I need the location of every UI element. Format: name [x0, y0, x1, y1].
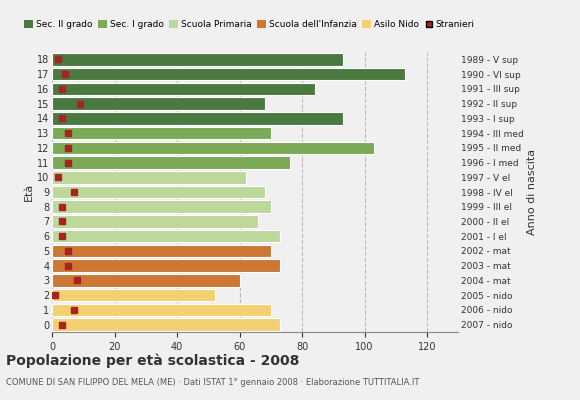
Bar — [52, 68, 405, 80]
Bar — [52, 200, 271, 213]
Bar — [52, 127, 271, 139]
Bar — [52, 274, 240, 287]
Legend: Sec. II grado, Sec. I grado, Scuola Primaria, Scuola dell'Infanzia, Asilo Nido, : Sec. II grado, Sec. I grado, Scuola Prim… — [24, 20, 475, 29]
Bar — [52, 215, 258, 228]
Text: COMUNE DI SAN FILIPPO DEL MELA (ME) · Dati ISTAT 1° gennaio 2008 · Elaborazione : COMUNE DI SAN FILIPPO DEL MELA (ME) · Da… — [6, 378, 419, 387]
Bar — [52, 245, 271, 257]
Bar — [52, 260, 280, 272]
Y-axis label: Età: Età — [24, 183, 34, 201]
Y-axis label: Anno di nascita: Anno di nascita — [527, 149, 536, 235]
Bar — [52, 53, 343, 66]
Bar — [52, 82, 314, 95]
Bar — [52, 318, 280, 331]
Bar — [52, 97, 264, 110]
Bar — [52, 304, 271, 316]
Bar — [52, 171, 246, 184]
Bar — [52, 289, 215, 302]
Bar — [52, 142, 374, 154]
Text: Popolazione per età scolastica - 2008: Popolazione per età scolastica - 2008 — [6, 354, 299, 368]
Bar — [52, 112, 343, 124]
Bar — [52, 156, 289, 169]
Bar — [52, 186, 264, 198]
Bar — [52, 230, 280, 242]
